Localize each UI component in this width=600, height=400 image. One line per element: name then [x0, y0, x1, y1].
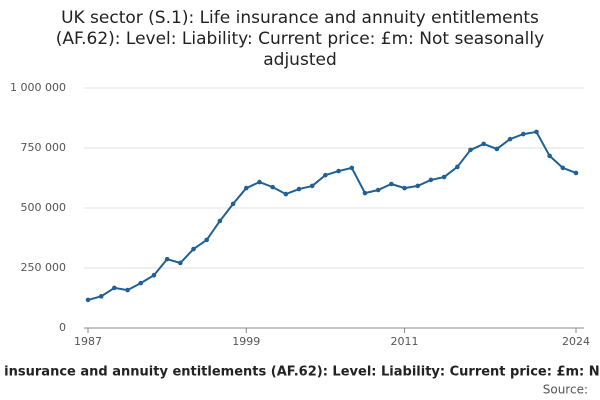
chart-title: (AF.62): Level: Liability: Current price… — [56, 29, 544, 49]
point — [336, 168, 341, 174]
point — [191, 246, 196, 252]
point — [257, 179, 262, 185]
x-tick-label: 2011 — [391, 335, 419, 348]
point — [375, 187, 381, 193]
point — [138, 280, 144, 286]
point — [270, 184, 275, 190]
y-tick-label: 1 000 000 — [10, 81, 66, 94]
line — [87, 130, 577, 301]
point — [507, 136, 513, 142]
point — [520, 131, 526, 137]
point — [402, 185, 407, 191]
point — [481, 141, 486, 147]
point — [560, 165, 566, 171]
point — [243, 185, 249, 191]
point — [178, 260, 183, 266]
x-tick-label: 1987 — [74, 335, 102, 348]
x-axis-label: fe insurance and annuity entitlements (A… — [0, 365, 600, 380]
point — [217, 218, 223, 224]
point — [85, 297, 91, 303]
point — [151, 272, 157, 278]
source: Source: — [543, 383, 588, 397]
point — [323, 172, 328, 178]
point — [389, 181, 394, 187]
point — [428, 177, 434, 183]
point — [296, 186, 302, 192]
y-tick-label: 0 — [59, 321, 66, 334]
point — [164, 256, 170, 262]
point — [98, 294, 104, 299]
point — [494, 146, 500, 152]
point — [349, 165, 355, 171]
point — [441, 174, 447, 180]
point — [454, 164, 460, 170]
point — [468, 147, 473, 153]
point — [230, 201, 236, 207]
point — [204, 237, 210, 243]
point — [125, 287, 130, 293]
y-tick-label: 750 000 — [21, 141, 67, 154]
y-tick-label: 250 000 — [21, 261, 67, 274]
y-tick-label: 500 000 — [21, 201, 67, 214]
point — [309, 183, 315, 189]
point — [547, 153, 552, 159]
x-tick-label: 2024 — [562, 335, 590, 348]
point — [112, 285, 117, 291]
point — [362, 190, 368, 196]
chart-title: adjusted — [263, 50, 336, 70]
point — [534, 129, 539, 135]
x-tick-label: 1999 — [232, 335, 260, 348]
point — [573, 170, 579, 176]
chart-title: UK sector (S.1): Life insurance and annu… — [61, 8, 539, 28]
point — [283, 191, 289, 197]
point — [415, 183, 421, 189]
